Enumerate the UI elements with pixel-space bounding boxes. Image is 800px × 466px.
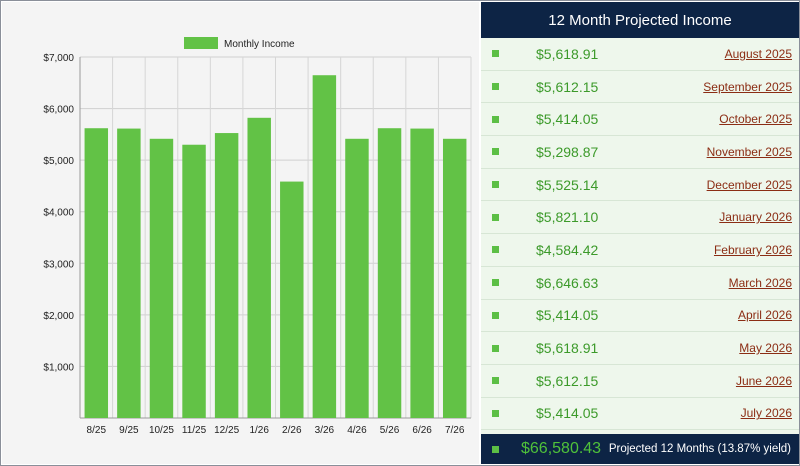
legend-swatch	[184, 37, 218, 49]
projected-income-table: 12 Month Projected Income $5,618.91 Augus…	[481, 2, 799, 464]
income-amount: $5,612.15	[536, 372, 599, 389]
income-row: $5,525.14 December 2025	[481, 168, 799, 202]
month-link[interactable]: August 2025	[724, 46, 792, 61]
income-row: $5,612.15 September 2025	[481, 70, 799, 104]
income-amount: $4,584.42	[536, 241, 599, 258]
month-link[interactable]: October 2025	[719, 112, 792, 127]
y-tick-label: $3,000	[43, 259, 74, 270]
bar	[84, 128, 109, 418]
income-amount: $5,821.10	[536, 209, 599, 226]
income-amount: $5,612.15	[536, 78, 599, 95]
bar	[247, 117, 271, 419]
month-link[interactable]: February 2026	[713, 242, 792, 257]
income-row: $5,612.15 June 2026	[481, 364, 799, 398]
income-amount: $6,646.63	[536, 274, 599, 291]
y-tick-label: $4,000	[43, 208, 74, 219]
month-link[interactable]: July 2026	[740, 406, 792, 421]
total-bullet-icon	[492, 445, 499, 453]
income-amount: $5,414.05	[536, 111, 599, 128]
x-tick-label: 10/25	[149, 425, 174, 436]
month-link[interactable]: March 2026	[728, 275, 792, 290]
month-link[interactable]: May 2026	[739, 341, 792, 356]
income-row: $5,618.91 August 2025	[481, 38, 799, 71]
y-tick-label: $7,000	[43, 53, 74, 64]
bar	[312, 75, 337, 419]
income-row: $5,298.87 November 2025	[481, 136, 799, 169]
y-tick-label: $6,000	[43, 105, 74, 116]
x-tick-label: 3/26	[315, 425, 335, 436]
bullet-icon	[492, 246, 499, 254]
month-link[interactable]: April 2026	[737, 308, 792, 323]
bar	[214, 133, 239, 418]
bullet-icon	[492, 409, 499, 417]
income-amount: $5,525.14	[536, 176, 599, 193]
x-tick-label: 11/25	[182, 425, 207, 436]
x-tick-label: 1/26	[249, 425, 269, 436]
bar	[149, 138, 174, 418]
bullet-icon	[492, 279, 499, 287]
table-title: 12 Month Projected Income	[481, 2, 799, 38]
income-amount: $5,618.91	[536, 340, 599, 357]
income-row: $5,821.10 January 2026	[481, 201, 799, 235]
bar	[182, 144, 206, 418]
bullet-icon	[492, 377, 499, 385]
bar	[442, 138, 467, 418]
income-chart-panel: $1,000 $2,000 $3,000 $4,000 $5,000 $6,000 $7,0…	[2, 2, 479, 464]
total-label: Projected 12 Months (13.87% yield)	[608, 443, 791, 455]
x-tick-label: 8/25	[87, 425, 107, 436]
x-tick-label: 7/26	[445, 425, 465, 436]
income-row: $5,414.05 April 2026	[481, 299, 799, 333]
month-link[interactable]: June 2026	[735, 373, 792, 388]
income-row: $5,414.05 October 2025	[481, 103, 799, 137]
income-amount: $5,414.05	[536, 307, 599, 324]
bullet-icon	[492, 115, 499, 123]
income-rows: $5,618.91 August 2025 $5,612.15 September 2…	[481, 38, 799, 431]
x-tick-label: 5/26	[380, 425, 400, 436]
bar	[410, 128, 434, 418]
month-link[interactable]: January 2026	[719, 210, 792, 225]
y-tick-label: $5,000	[43, 156, 74, 167]
month-link[interactable]: December 2025	[706, 177, 792, 192]
income-amount: $5,414.05	[536, 405, 599, 422]
y-tick-label: $2,000	[43, 311, 74, 322]
x-tick-label: 6/26	[412, 425, 432, 436]
bullet-icon	[492, 181, 499, 189]
income-amount: $5,298.87	[536, 143, 599, 160]
legend-label: Monthly Income	[224, 39, 295, 50]
month-link[interactable]: November 2025	[706, 144, 792, 159]
x-tick-label: 12/25	[214, 425, 239, 436]
bullet-icon	[492, 83, 499, 91]
monthly-income-chart: $1,000 $2,000 $3,000 $4,000 $5,000 $6,000 $7,0…	[43, 37, 472, 436]
bullet-icon	[492, 148, 499, 156]
x-tick-label: 2/26	[282, 425, 302, 436]
income-row: $5,414.05 July 2026	[481, 397, 799, 431]
x-tick-label: 9/25	[119, 425, 139, 436]
x-tick-label: 4/26	[347, 425, 367, 436]
month-link[interactable]: September 2025	[703, 79, 792, 94]
bar	[280, 181, 304, 418]
bullet-icon	[492, 344, 499, 352]
income-amount: $5,618.91	[536, 45, 599, 62]
total-row: $66,580.43 Projected 12 Months (13.87% y…	[481, 434, 799, 464]
bar	[117, 128, 141, 418]
income-row: $4,584.42 February 2026	[481, 234, 799, 267]
total-amount: $66,580.43	[521, 440, 602, 457]
y-tick-label: $1,000	[43, 362, 74, 373]
bullet-icon	[492, 50, 499, 58]
bullet-icon	[492, 213, 499, 221]
income-row: $6,646.63 March 2026	[481, 266, 799, 300]
bar	[377, 128, 402, 418]
bar	[345, 138, 369, 418]
income-row: $5,618.91 May 2026	[481, 332, 799, 365]
bullet-icon	[492, 311, 499, 319]
